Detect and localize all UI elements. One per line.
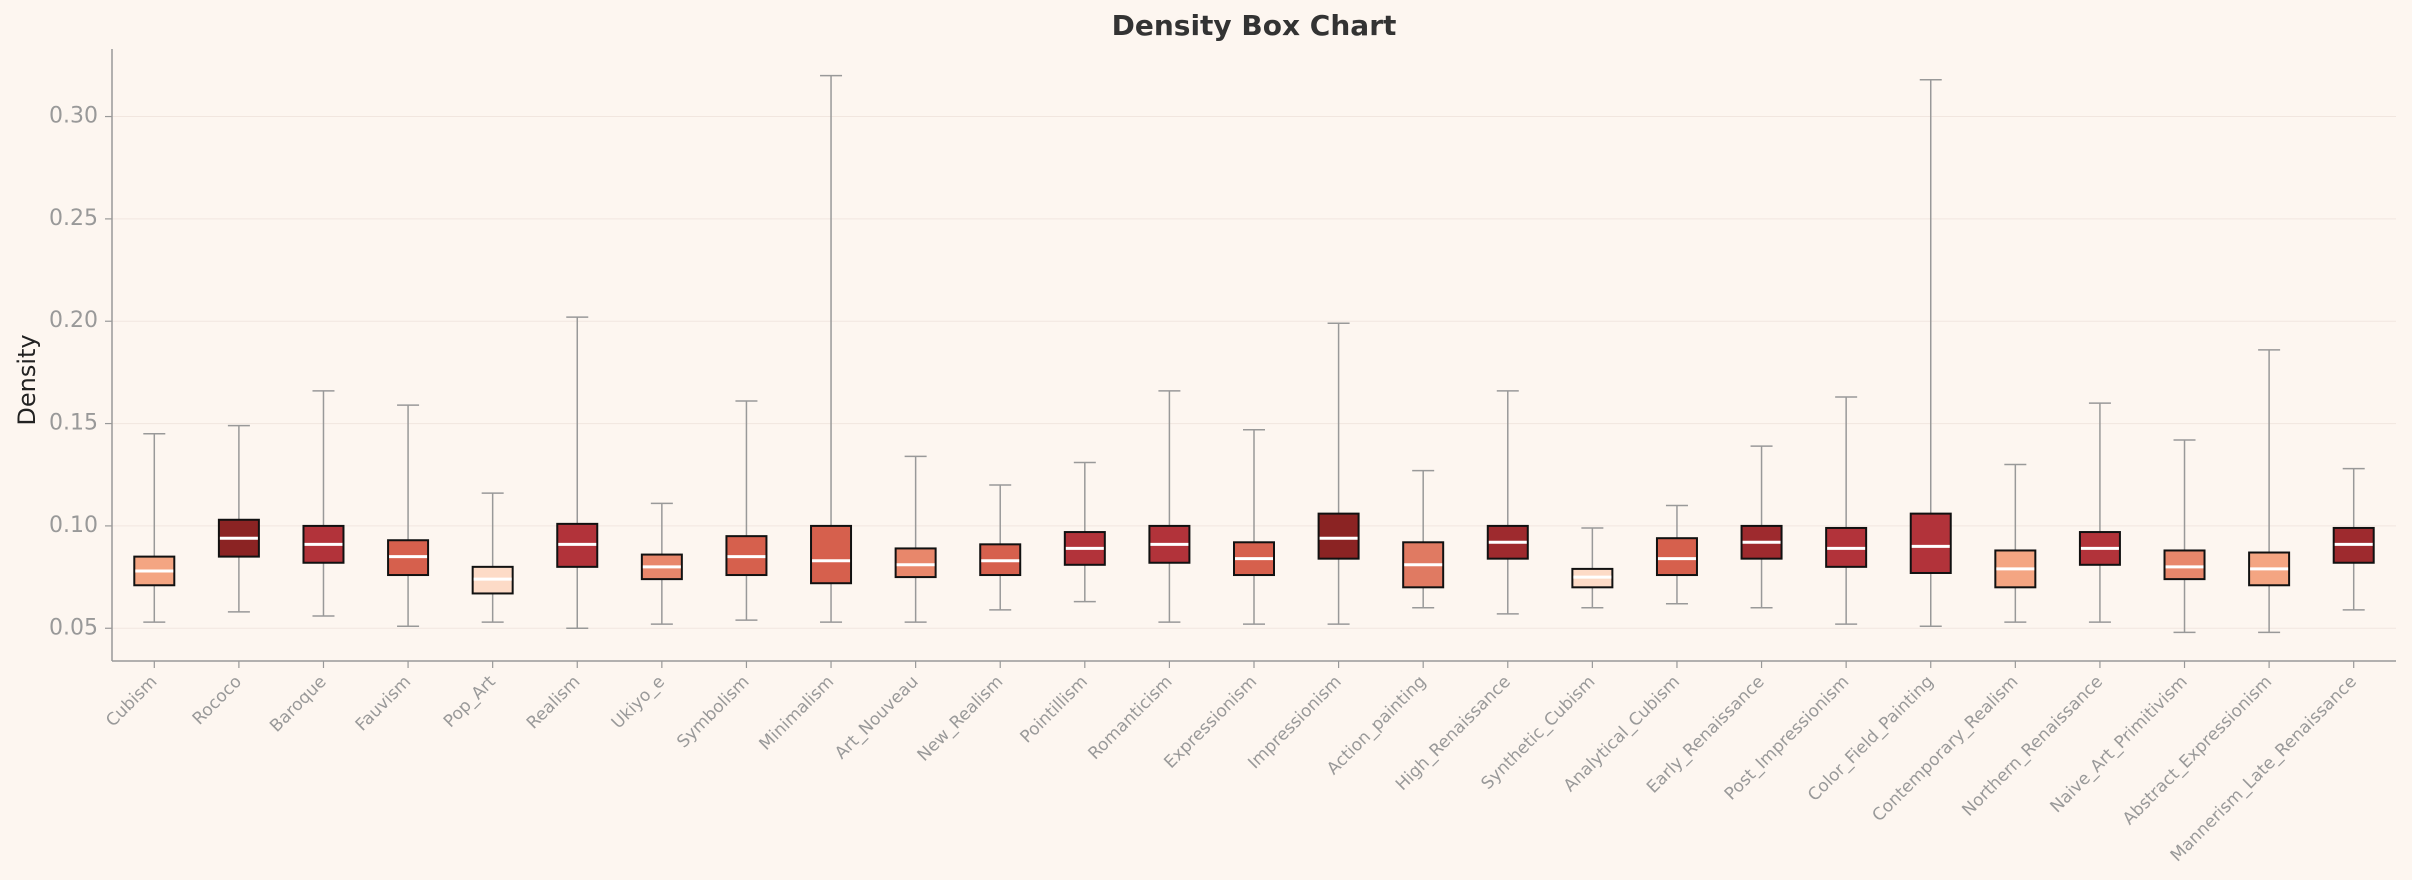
x-tick-label: Contemporary_Realism bbox=[1868, 672, 2022, 826]
chart-title: Density Box Chart bbox=[1112, 9, 1397, 42]
x-tick-label: Naive_Art_Primitivism bbox=[2046, 672, 2191, 817]
x-tick-label: Romanticism bbox=[1084, 672, 1176, 764]
y-tick-label: 0.05 bbox=[49, 615, 98, 640]
x-tick-label: New_Realism bbox=[914, 672, 1008, 766]
x-tick-label: Ukiyo_e bbox=[608, 672, 669, 733]
y-tick-label: 0.10 bbox=[49, 513, 98, 538]
box bbox=[1655, 537, 1698, 577]
y-tick-label: 0.20 bbox=[49, 308, 98, 333]
x-tick-label: Abstract_Expressionism bbox=[2119, 672, 2276, 829]
box bbox=[810, 524, 853, 585]
x-tick-label: Cubism bbox=[102, 672, 161, 731]
box bbox=[894, 547, 937, 579]
x-tick-label: Rococo bbox=[189, 672, 246, 729]
x-tick-label: Mannerism_Late_Renaissance bbox=[2167, 672, 2361, 866]
y-tick-label: 0.30 bbox=[49, 104, 98, 129]
x-tick-label: Minimalism bbox=[756, 672, 839, 755]
x-tick-label: Symbolism bbox=[673, 672, 753, 752]
box bbox=[2163, 549, 2206, 581]
x-tick-label: Realism bbox=[523, 672, 584, 733]
x-tick-label: Baroque bbox=[266, 672, 330, 736]
box bbox=[1317, 512, 1360, 560]
x-tick-label: Fauvism bbox=[352, 672, 415, 735]
y-tick-label: 0.15 bbox=[49, 411, 98, 436]
x-tick-label: Art_Nouveau bbox=[831, 672, 922, 763]
y-axis-label: Density bbox=[13, 334, 41, 425]
box bbox=[1909, 512, 1952, 574]
y-tick-label: 0.25 bbox=[49, 206, 98, 231]
x-tick-label: Pointillism bbox=[1017, 672, 1092, 747]
x-tick-label: Northern_Renaissance bbox=[1958, 672, 2107, 821]
x-tick-label: Pop_Art bbox=[440, 672, 500, 732]
